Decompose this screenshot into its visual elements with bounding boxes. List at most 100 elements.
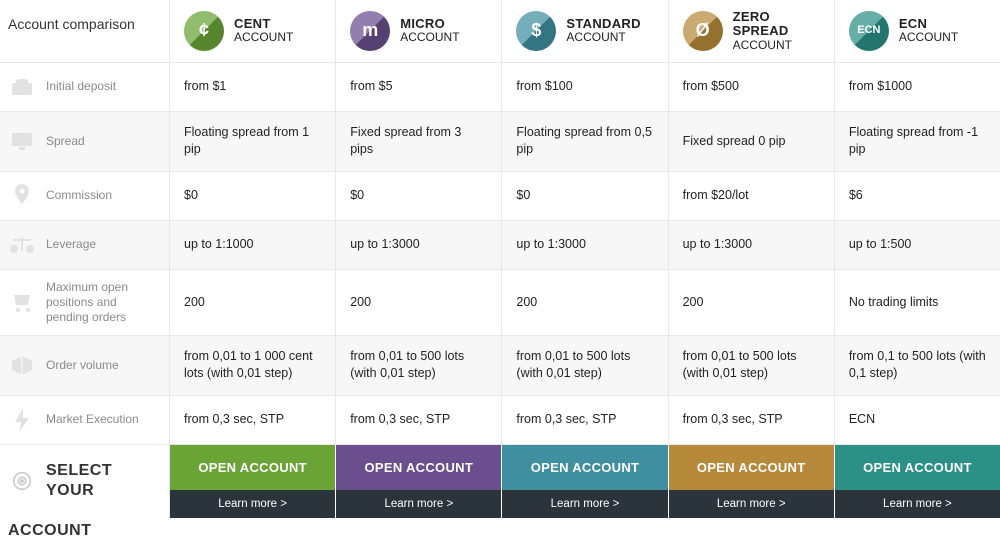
row-label-text: Maximum open positions and pending order… xyxy=(46,280,157,325)
account-sub: ACCOUNT xyxy=(234,31,293,44)
cell-volume-standard: from 0,01 to 500 lots (with 0,01 step) xyxy=(502,336,668,395)
learn-more-link-ecn[interactable]: Learn more > xyxy=(835,490,1000,518)
footer-col-ecn: OPEN ACCOUNT Learn more > xyxy=(835,445,1000,518)
cell-commission-zero: from $20/lot xyxy=(669,172,835,220)
row-exec: Market Executionfrom 0,3 sec, STPfrom 0,… xyxy=(0,396,1000,445)
scales-icon xyxy=(8,231,36,259)
row-label-maxopen: Maximum open positions and pending order… xyxy=(0,270,170,335)
footer-label-2: ACCOUNT xyxy=(0,518,170,550)
account-sub: ACCOUNT xyxy=(733,39,820,52)
cell-spread-micro: Fixed spread from 3 pips xyxy=(336,112,502,171)
pin-icon xyxy=(8,182,36,210)
footer-label-1: SELECT YOUR xyxy=(46,461,161,501)
learn-more-link-cent[interactable]: Learn more > xyxy=(170,490,335,518)
cell-exec-cent: from 0,3 sec, STP xyxy=(170,396,336,444)
box-icon xyxy=(8,351,36,379)
account-sub: ACCOUNT xyxy=(899,31,958,44)
cell-exec-micro: from 0,3 sec, STP xyxy=(336,396,502,444)
open-account-button-micro[interactable]: OPEN ACCOUNT xyxy=(336,445,501,490)
footer-col-micro: OPEN ACCOUNT Learn more > xyxy=(336,445,502,518)
cell-maxopen-micro: 200 xyxy=(336,270,502,335)
open-account-button-cent[interactable]: OPEN ACCOUNT xyxy=(170,445,335,490)
open-account-button-ecn[interactable]: OPEN ACCOUNT xyxy=(835,445,1000,490)
cell-deposit-standard: from $100 xyxy=(502,63,668,111)
cell-spread-zero: Fixed spread 0 pip xyxy=(669,112,835,171)
table-title-cell: Account comparison xyxy=(0,0,170,62)
account-sub: ACCOUNT xyxy=(400,31,459,44)
cell-volume-zero: from 0,01 to 500 lots (with 0,01 step) xyxy=(669,336,835,395)
learn-more-link-standard[interactable]: Learn more > xyxy=(502,490,667,518)
row-label-commission: Commission xyxy=(0,172,170,220)
account-name: STANDARD xyxy=(566,17,640,31)
cell-leverage-ecn: up to 1:500 xyxy=(835,221,1000,269)
rows-host: Initial depositfrom $1from $5from $100fr… xyxy=(0,63,1000,445)
cell-maxopen-standard: 200 xyxy=(502,270,668,335)
row-label-text: Initial deposit xyxy=(46,79,116,94)
cell-commission-standard: $0 xyxy=(502,172,668,220)
wallet-icon xyxy=(8,73,36,101)
cell-deposit-zero: from $500 xyxy=(669,63,835,111)
row-label-spread: Spread xyxy=(0,112,170,171)
cell-leverage-micro: up to 1:3000 xyxy=(336,221,502,269)
row-label-text: Spread xyxy=(46,134,85,149)
cell-spread-ecn: Floating spread from -1 pip xyxy=(835,112,1000,171)
cell-leverage-standard: up to 1:3000 xyxy=(502,221,668,269)
footer-row: SELECT YOUR OPEN ACCOUNT Learn more > OP… xyxy=(0,445,1000,518)
account-name: ECN xyxy=(899,17,958,31)
cell-leverage-cent: up to 1:1000 xyxy=(170,221,336,269)
cell-volume-ecn: from 0,1 to 500 lots (with 0,1 step) xyxy=(835,336,1000,395)
ecn-badge-icon: ECN xyxy=(849,11,889,51)
account-name: MICRO xyxy=(400,17,459,31)
zero-badge-icon: Ø xyxy=(683,11,723,51)
footer-second-line: ACCOUNT xyxy=(0,518,1000,550)
select-account-label: SELECT YOUR xyxy=(0,445,170,518)
standard-badge-icon: $ xyxy=(516,11,556,51)
cart-icon xyxy=(8,288,36,316)
footer-col-cent: OPEN ACCOUNT Learn more > xyxy=(170,445,336,518)
row-label-text: Leverage xyxy=(46,237,96,252)
row-deposit: Initial deposit from $1from $5from $100fr… xyxy=(0,63,1000,112)
row-label-text: Order volume xyxy=(46,358,119,373)
cell-deposit-cent: from $1 xyxy=(170,63,336,111)
row-label-text: Commission xyxy=(46,188,112,203)
account-header-ecn: ECN ECN ACCOUNT xyxy=(835,0,1000,62)
row-label-volume: Order volume xyxy=(0,336,170,395)
cell-commission-ecn: $6 xyxy=(835,172,1000,220)
cell-volume-cent: from 0,01 to 1 000 cent lots (with 0,01 … xyxy=(170,336,336,395)
cell-leverage-zero: up to 1:3000 xyxy=(669,221,835,269)
cell-volume-micro: from 0,01 to 500 lots (with 0,01 step) xyxy=(336,336,502,395)
monitor-icon xyxy=(8,127,36,155)
cell-spread-standard: Floating spread from 0,5 pip xyxy=(502,112,668,171)
account-comparison-table: Account comparison ¢ CENT ACCOUNT m MICR… xyxy=(0,0,1000,518)
learn-more-link-micro[interactable]: Learn more > xyxy=(336,490,501,518)
row-label-exec: Market Execution xyxy=(0,396,170,444)
row-commission: Commission$0$0$0from $20/lot$6 xyxy=(0,172,1000,221)
row-maxopen: Maximum open positions and pending order… xyxy=(0,270,1000,336)
footer-col-zero: OPEN ACCOUNT Learn more > xyxy=(669,445,835,518)
row-label-deposit: Initial deposit xyxy=(0,63,170,111)
cell-deposit-micro: from $5 xyxy=(336,63,502,111)
cell-maxopen-cent: 200 xyxy=(170,270,336,335)
cell-exec-ecn: ECN xyxy=(835,396,1000,444)
footer-col-standard: OPEN ACCOUNT Learn more > xyxy=(502,445,668,518)
cell-commission-cent: $0 xyxy=(170,172,336,220)
cell-exec-zero: from 0,3 sec, STP xyxy=(669,396,835,444)
learn-more-link-zero[interactable]: Learn more > xyxy=(669,490,834,518)
header-row: Account comparison ¢ CENT ACCOUNT m MICR… xyxy=(0,0,1000,63)
cell-maxopen-ecn: No trading limits xyxy=(835,270,1000,335)
account-header-zero: Ø ZERO SPREAD ACCOUNT xyxy=(669,0,835,62)
open-account-button-zero[interactable]: OPEN ACCOUNT xyxy=(669,445,834,490)
account-header-standard: $ STANDARD ACCOUNT xyxy=(502,0,668,62)
cell-commission-micro: $0 xyxy=(336,172,502,220)
table-title: Account comparison xyxy=(8,16,135,34)
account-header-micro: m MICRO ACCOUNT xyxy=(336,0,502,62)
row-leverage: Leverageup to 1:1000up to 1:3000up to 1:… xyxy=(0,221,1000,270)
open-account-button-standard[interactable]: OPEN ACCOUNT xyxy=(502,445,667,490)
account-sub: ACCOUNT xyxy=(566,31,640,44)
row-label-leverage: Leverage xyxy=(0,221,170,269)
account-header-cent: ¢ CENT ACCOUNT xyxy=(170,0,336,62)
row-label-text: Market Execution xyxy=(46,412,139,427)
micro-badge-icon: m xyxy=(350,11,390,51)
target-icon xyxy=(8,467,36,495)
cent-badge-icon: ¢ xyxy=(184,11,224,51)
